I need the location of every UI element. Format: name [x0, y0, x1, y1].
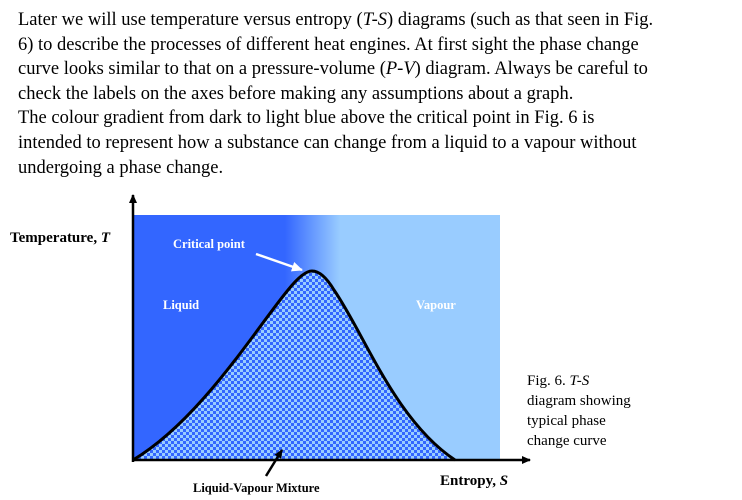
- text-run: 6) to describe the processes of differen…: [18, 34, 639, 55]
- x-axis-label: Entropy, S: [440, 473, 508, 489]
- caption-line: typical phase: [527, 413, 606, 429]
- liquid-label: Liquid: [163, 298, 199, 312]
- caption-line: change curve: [527, 433, 607, 449]
- mixture-arrow: [264, 449, 284, 477]
- italic-run: P-V: [385, 59, 415, 80]
- critical-arrow: [255, 252, 303, 272]
- mixture-label: Liquid-Vapour Mixture: [193, 481, 320, 495]
- mixture-region: [133, 271, 455, 460]
- text-run: check the labels on the axes before maki…: [18, 83, 574, 104]
- text-run: intended to represent how a substance ca…: [18, 132, 637, 153]
- text-run: ) diagrams (such as that seen in Fig.: [387, 10, 654, 30]
- italic-run: T-S: [362, 10, 388, 30]
- text-line: undergoing a phase change.: [18, 156, 738, 181]
- text-line: check the labels on the axes before maki…: [18, 82, 738, 107]
- phase-curve: [132, 269, 456, 462]
- caption-line: Fig. 6. T-S: [527, 373, 590, 389]
- text-run: undergoing a phase change.: [18, 157, 224, 178]
- text-line: The colour gradient from dark to light b…: [18, 106, 738, 131]
- text-run: curve looks similar to that on a pressur…: [18, 59, 386, 80]
- vapour-label: Vapour: [416, 298, 456, 312]
- text-line: Later we will use temperature versus ent…: [18, 8, 738, 33]
- paragraph: Later we will use temperature versus ent…: [18, 8, 738, 180]
- text-line: intended to represent how a substance ca…: [18, 131, 738, 156]
- text-run: The colour gradient from dark to light b…: [18, 108, 595, 129]
- text-run: Later we will use temperature versus ent…: [18, 10, 363, 30]
- text-line: 6) to describe the processes of differen…: [18, 33, 738, 58]
- text-run: ) diagram. Always be careful to: [414, 59, 648, 80]
- caption-line: diagram showing: [527, 393, 631, 409]
- y-axis-label: Temperature, T: [10, 230, 111, 246]
- text-line: curve looks similar to that on a pressur…: [18, 57, 738, 82]
- critical-point-label: Critical point: [173, 237, 246, 251]
